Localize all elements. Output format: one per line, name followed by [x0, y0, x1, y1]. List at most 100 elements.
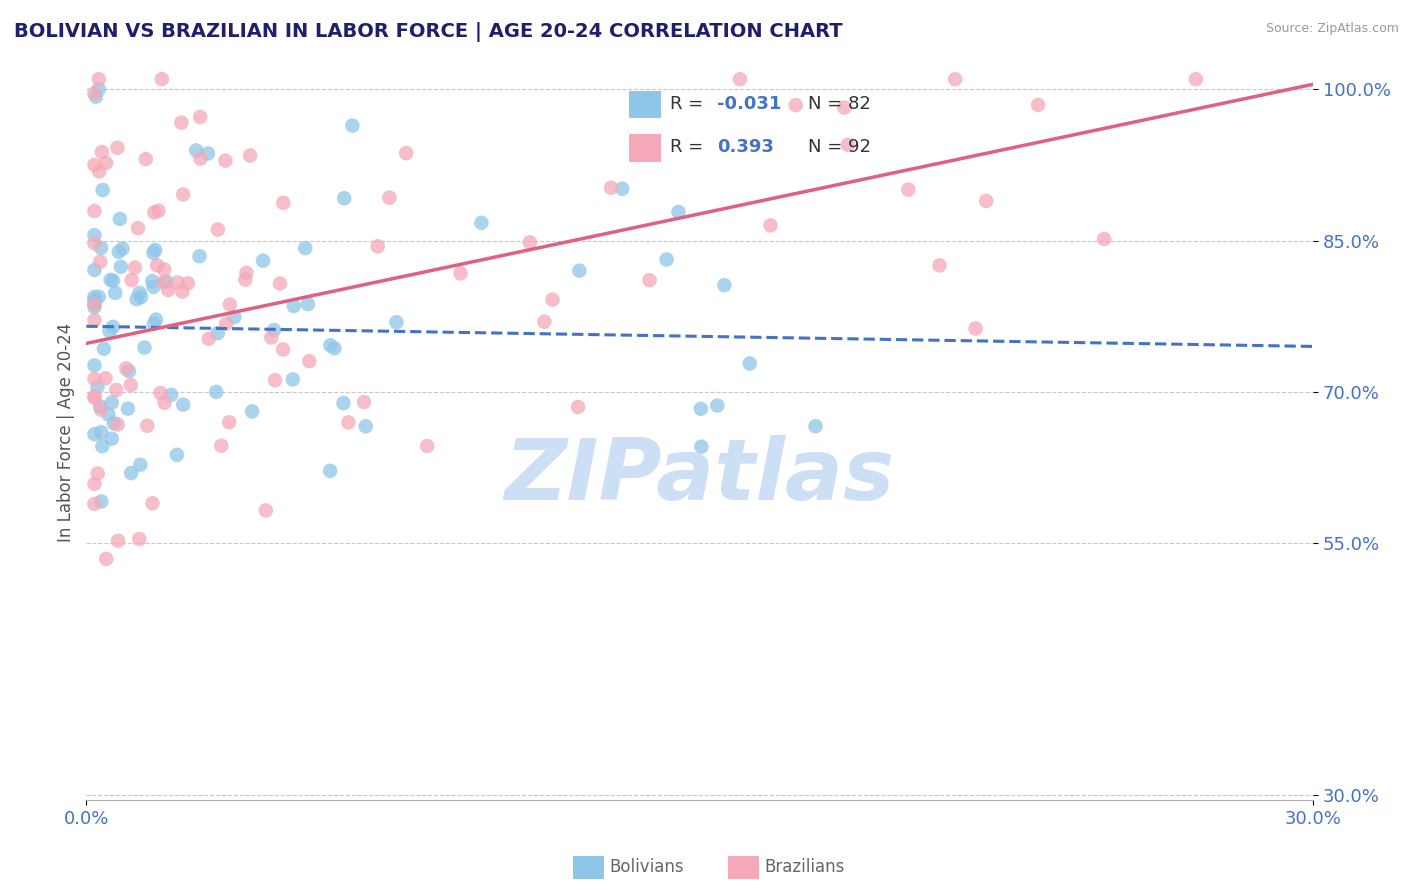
Point: [690, 440, 713, 454]
Point: [153, 262, 176, 277]
Point: [120, 466, 142, 480]
Point: [897, 183, 920, 197]
Point: [152, 275, 174, 289]
Point: [142, 280, 165, 294]
Point: [252, 253, 274, 268]
Point: [197, 332, 219, 346]
Point: [83, 263, 105, 277]
Point: [395, 146, 418, 161]
Point: [136, 418, 159, 433]
Point: [638, 273, 661, 287]
Point: [145, 312, 167, 326]
Text: Bolivians: Bolivians: [610, 858, 685, 876]
Point: [89, 400, 111, 414]
Point: [974, 194, 997, 208]
Point: [115, 361, 138, 376]
Point: [706, 399, 728, 413]
Point: [117, 401, 139, 416]
Point: [141, 496, 163, 510]
Point: [86, 380, 108, 394]
Point: [215, 317, 238, 331]
Point: [172, 398, 194, 412]
Point: [600, 180, 623, 194]
Point: [83, 477, 105, 491]
Point: [172, 285, 194, 299]
Point: [668, 205, 690, 219]
Point: [209, 439, 232, 453]
Point: [235, 273, 257, 287]
Point: [110, 260, 132, 274]
Point: [197, 146, 219, 161]
Point: [172, 187, 194, 202]
Point: [125, 292, 148, 306]
Point: [83, 389, 105, 403]
Point: [146, 259, 169, 273]
Point: [120, 378, 142, 392]
Point: [260, 330, 283, 344]
Point: [142, 317, 165, 331]
Point: [97, 408, 120, 422]
Point: [83, 236, 105, 251]
Point: [128, 532, 150, 546]
Point: [332, 396, 354, 410]
Point: [269, 277, 291, 291]
Point: [541, 293, 564, 307]
Point: [323, 341, 346, 355]
Point: [91, 183, 114, 197]
Point: [91, 439, 114, 453]
Point: [101, 319, 124, 334]
Point: [108, 211, 131, 226]
Point: [218, 415, 240, 429]
Point: [219, 297, 242, 311]
Point: [353, 395, 375, 409]
Point: [107, 141, 129, 155]
Point: [83, 290, 105, 304]
Point: [89, 164, 111, 178]
Point: [148, 203, 170, 218]
Point: [103, 417, 125, 431]
Point: [160, 388, 183, 402]
Text: Brazilians: Brazilians: [765, 858, 845, 876]
Point: [188, 249, 211, 263]
Point: [124, 260, 146, 275]
Point: [83, 313, 105, 327]
Point: [93, 342, 115, 356]
Point: [567, 400, 589, 414]
Point: [254, 503, 277, 517]
Point: [143, 205, 166, 219]
Point: [155, 275, 177, 289]
Point: [337, 416, 360, 430]
Point: [83, 372, 105, 386]
Point: [1184, 72, 1206, 87]
Text: Source: ZipAtlas.com: Source: ZipAtlas.com: [1265, 22, 1399, 36]
Point: [319, 338, 342, 352]
Point: [87, 290, 110, 304]
Point: [519, 235, 541, 250]
Point: [100, 273, 122, 287]
Point: [90, 494, 112, 508]
Point: [83, 391, 105, 405]
Point: [96, 552, 118, 566]
Point: [834, 101, 856, 115]
Point: [83, 300, 105, 314]
Point: [263, 323, 285, 337]
Point: [90, 425, 112, 440]
Point: [281, 372, 304, 386]
Point: [90, 241, 112, 255]
Point: [333, 191, 356, 205]
Point: [83, 427, 105, 442]
Point: [90, 145, 112, 159]
Point: [297, 297, 319, 311]
Point: [177, 277, 200, 291]
Point: [157, 283, 180, 297]
Point: [94, 371, 117, 385]
Text: ZIPatlas: ZIPatlas: [505, 434, 894, 518]
Point: [118, 364, 141, 378]
Point: [804, 419, 827, 434]
Point: [89, 254, 111, 268]
Point: [214, 153, 236, 168]
Point: [655, 252, 678, 267]
Point: [107, 417, 129, 432]
Point: [121, 273, 143, 287]
Point: [83, 293, 105, 307]
